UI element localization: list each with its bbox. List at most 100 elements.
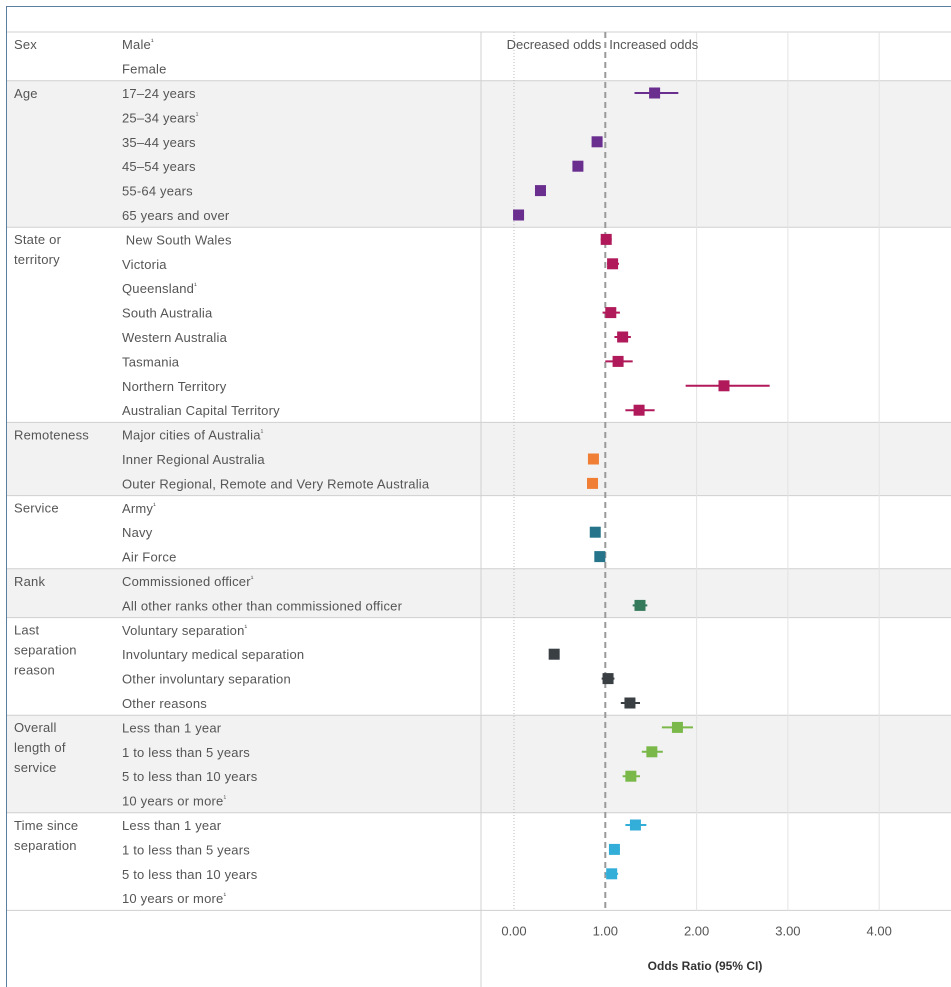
row-label: 45–54 years — [122, 159, 196, 174]
reference-marker: ¹ — [194, 281, 197, 290]
group-label: Service — [14, 501, 59, 516]
group-label-line: Overall — [14, 720, 57, 735]
or-marker — [634, 599, 646, 611]
x-tick-label: 2.00 — [684, 923, 709, 938]
row-label: 55-64 years — [122, 184, 193, 199]
x-tick-label: 3.00 — [775, 923, 800, 938]
group-label-line: Age — [14, 86, 38, 101]
group-label-line: reason — [14, 663, 55, 678]
reference-marker: ¹ — [153, 501, 156, 510]
reference-marker: ¹ — [223, 891, 226, 900]
row-label: Army¹ — [122, 501, 156, 516]
reference-marker: ¹ — [251, 574, 254, 583]
row-label: Less than 1 year — [122, 720, 222, 735]
group-label-line: Last — [14, 623, 40, 638]
row-label: Navy — [122, 525, 153, 540]
reference-marker: ¹ — [245, 623, 248, 632]
row-label: Commissioned officer¹ — [122, 574, 254, 589]
group-label: Age — [14, 86, 38, 101]
row-label: Other involuntary separation — [122, 672, 291, 687]
group-label: Remoteness — [14, 427, 89, 442]
row-label: Female — [122, 62, 167, 77]
group-band — [7, 568, 951, 618]
row-label: All other ranks other than commissioned … — [122, 598, 403, 613]
row-label: Western Australia — [122, 330, 228, 345]
row-label: Inner Regional Australia — [122, 452, 265, 467]
or-marker — [624, 697, 636, 709]
row-label: Male¹ — [122, 37, 154, 52]
or-marker — [606, 868, 618, 880]
group-label-line: length of — [14, 740, 66, 755]
row-label: 65 years and over — [122, 208, 230, 223]
or-marker — [572, 160, 584, 172]
reference-marker: ¹ — [151, 37, 154, 46]
row-label: Involuntary medical separation — [122, 647, 304, 662]
or-marker — [600, 233, 612, 245]
row-label: Tasmania — [122, 354, 180, 369]
or-marker — [617, 331, 629, 343]
group-label-line: Time since — [14, 818, 78, 833]
group-label: Rank — [14, 574, 45, 589]
row-label: Air Force — [122, 550, 177, 565]
reference-marker: ¹ — [196, 110, 199, 119]
group-label-line: Sex — [14, 37, 37, 52]
row-label: Australian Capital Territory — [122, 403, 280, 418]
row-label: 17–24 years — [122, 86, 196, 101]
row-label: South Australia — [122, 306, 213, 321]
group-label: State or territory — [14, 232, 62, 267]
or-marker — [671, 721, 683, 733]
or-marker — [605, 307, 617, 319]
row-label: 1 to less than 5 years — [122, 745, 250, 760]
row-label: 10 years or more¹ — [122, 794, 226, 809]
row-label: Major cities of Australia¹ — [122, 428, 264, 443]
x-tick-label: 4.00 — [867, 923, 892, 938]
x-axis-title: Odds Ratio (95% CI) — [648, 959, 763, 973]
or-marker — [633, 404, 645, 416]
group-label-line: Service — [14, 501, 59, 516]
row-label: 35–44 years — [122, 135, 196, 150]
chart-frame — [6, 6, 951, 987]
row-label: 5 to less than 10 years — [122, 769, 258, 784]
row-label: Queensland¹ — [122, 281, 197, 296]
row-label: Outer Regional, Remote and Very Remote A… — [122, 476, 430, 491]
row-label: 25–34 years¹ — [122, 110, 199, 125]
group-band — [7, 422, 951, 496]
or-marker — [629, 819, 641, 831]
row-label: Other reasons — [122, 696, 207, 711]
or-marker — [587, 453, 599, 465]
group-label-line: territory — [14, 252, 60, 267]
or-marker — [513, 209, 525, 221]
x-tick-label: 0.00 — [501, 923, 526, 938]
row-label: Less than 1 year — [122, 818, 222, 833]
increased-odds-label: Increased odds — [609, 37, 698, 52]
row-label: New South Wales — [122, 232, 232, 247]
or-marker — [646, 746, 658, 758]
or-marker — [608, 843, 620, 855]
group-label-line: separation — [14, 838, 77, 853]
group-label-line: Remoteness — [14, 427, 89, 442]
or-marker — [602, 673, 614, 685]
or-marker — [649, 87, 661, 99]
row-label: 10 years or more¹ — [122, 891, 226, 906]
group-band — [7, 80, 951, 228]
row-label: 5 to less than 10 years — [122, 867, 258, 882]
or-marker — [587, 477, 599, 489]
group-label: Overall length of service — [14, 720, 66, 775]
row-label: Northern Territory — [122, 379, 227, 394]
group-label: Sex — [14, 37, 37, 52]
or-marker — [591, 136, 603, 148]
or-marker — [718, 380, 730, 392]
group-label-line: separation — [14, 643, 77, 658]
group-band — [7, 715, 951, 813]
or-marker — [534, 185, 546, 197]
group-label: Time since separation — [14, 818, 78, 853]
reference-marker: ¹ — [223, 794, 226, 803]
group-label: Last separation reason — [14, 623, 77, 678]
or-marker — [612, 355, 624, 367]
group-label-line: State or — [14, 232, 62, 247]
or-marker — [625, 770, 637, 782]
or-marker — [548, 648, 560, 660]
decreased-odds-label: Decreased odds — [507, 37, 602, 52]
group-label-line: Rank — [14, 574, 45, 589]
